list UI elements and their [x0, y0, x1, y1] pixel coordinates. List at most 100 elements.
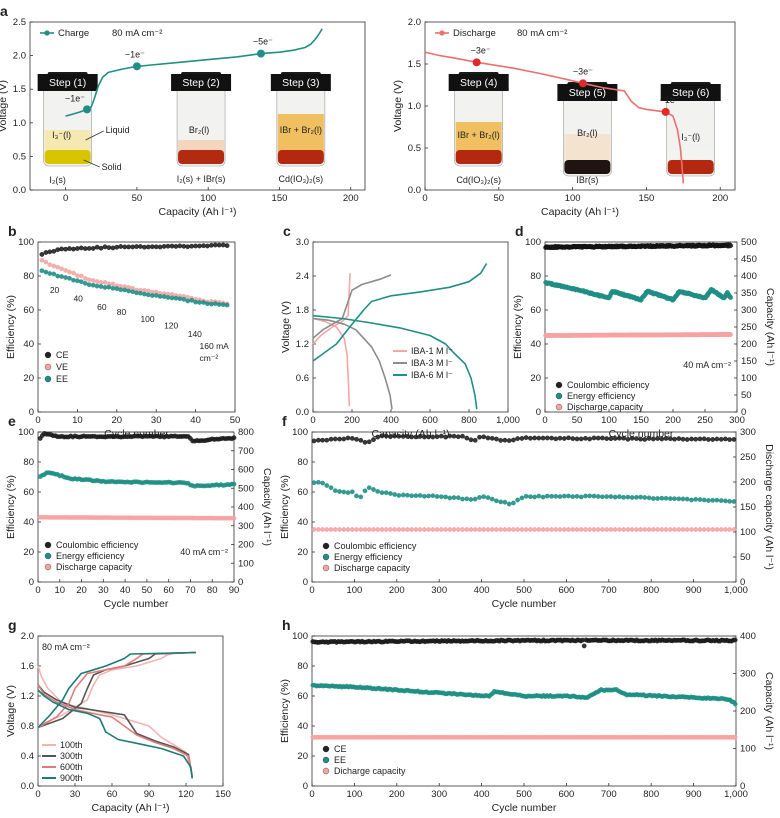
x-tick-label: 40 [190, 415, 201, 426]
data-point [447, 495, 453, 501]
step-label: Step (1) [49, 77, 86, 89]
data-point [477, 527, 482, 532]
data-point [532, 494, 537, 500]
data-point [460, 527, 465, 532]
species-label: IBr + Br₂(l) [458, 130, 500, 140]
legend-marker [555, 392, 563, 400]
legend-marker [555, 403, 563, 411]
y-tick-label: 2.4 [296, 271, 309, 282]
data-point [608, 527, 614, 532]
y2-tick-label: 300 [238, 521, 254, 532]
data-point [94, 244, 100, 250]
y2-tick-label: 600 [238, 465, 254, 476]
data-point [396, 493, 402, 498]
data-point [718, 436, 724, 442]
data-point [506, 501, 512, 507]
data-point [697, 527, 703, 532]
x-tick-label: 800 [643, 789, 659, 800]
y2-tick-label: 0 [238, 577, 243, 588]
data-point [583, 493, 588, 499]
data-point [731, 527, 737, 532]
data-point [185, 298, 191, 304]
data-point [197, 300, 202, 305]
x-tick-label: 100 [601, 415, 617, 426]
data-point [209, 301, 214, 307]
y-axis-label: Efficiency (%) [512, 295, 524, 359]
data-point [544, 527, 550, 532]
x-tick-label: 500 [516, 585, 532, 596]
data-point [549, 435, 554, 441]
data-point [553, 436, 559, 442]
data-point [173, 295, 179, 301]
data-point [39, 252, 45, 257]
data-point [472, 437, 478, 443]
vial-solid [178, 150, 225, 164]
step-badge [270, 74, 331, 91]
species-label: Cd(IO₃)₂(s) [456, 175, 501, 185]
data-point [502, 437, 508, 443]
data-point [655, 496, 660, 501]
y2-tick-label: 500 [741, 237, 757, 248]
legend-entry: Discharge [453, 28, 496, 39]
data-point [126, 244, 131, 250]
data-point [650, 496, 656, 501]
data-point [409, 434, 414, 440]
y-tick-label: 40 [530, 339, 541, 350]
data-point [540, 527, 546, 532]
y2-tick-label: 250 [741, 322, 757, 333]
plot-frame [312, 241, 509, 413]
data-point [443, 434, 448, 440]
x-tick-label: 60 [107, 789, 118, 800]
y-tick-label: 100 [18, 427, 34, 438]
data-point [485, 527, 491, 532]
x-tick-label: 70 [185, 585, 196, 596]
y-axis-label: Efficiency (%) [279, 679, 291, 743]
data-point [130, 244, 135, 250]
data-point [231, 435, 237, 441]
x-tick-label: 20 [112, 415, 123, 426]
x-tick-label: 100 [346, 585, 362, 596]
data-point [727, 498, 732, 504]
data-point [362, 527, 368, 532]
data-point [409, 527, 414, 532]
data-point [515, 436, 520, 441]
data-point [316, 527, 321, 532]
y-tick-label: 1.5 [13, 84, 26, 95]
y-tick-label: 20 [23, 373, 34, 384]
legend-entry: 300th [60, 751, 83, 761]
y-tick-label: 2.0 [21, 631, 34, 642]
data-point [63, 267, 68, 273]
y-tick-label: 60 [297, 487, 308, 498]
data-point [612, 494, 618, 500]
y-tick-label: 0.0 [408, 185, 421, 196]
data-point [472, 496, 478, 502]
data-point [193, 243, 198, 249]
data-point [130, 289, 135, 295]
x-tick-label: 50 [142, 585, 153, 596]
rate-label: 100 [140, 314, 154, 324]
series-line-0 [37, 651, 196, 727]
y2-tick-label: 100 [740, 744, 756, 755]
legend-marker [44, 375, 52, 383]
data-point [362, 488, 368, 494]
y-tick-label: 60 [23, 487, 34, 498]
series-line-1 [312, 317, 351, 407]
x-tick-label: 200 [665, 415, 681, 426]
data-point [320, 527, 325, 532]
y-tick-label: 80 [530, 271, 541, 282]
data-point [646, 436, 652, 441]
series-line-5 [37, 684, 193, 778]
x-tick-label: 50 [132, 193, 143, 204]
data-point [413, 434, 419, 440]
data-point [604, 527, 610, 532]
x-tick-label: 50 [230, 415, 241, 426]
y-tick-label: 100 [292, 427, 308, 438]
x-tick-label: 250 [697, 415, 713, 426]
data-point [75, 273, 80, 278]
data-point [400, 492, 406, 498]
data-point [405, 527, 410, 532]
data-point [417, 493, 423, 498]
data-point [78, 279, 84, 285]
data-point [617, 527, 622, 532]
data-point [485, 435, 491, 441]
